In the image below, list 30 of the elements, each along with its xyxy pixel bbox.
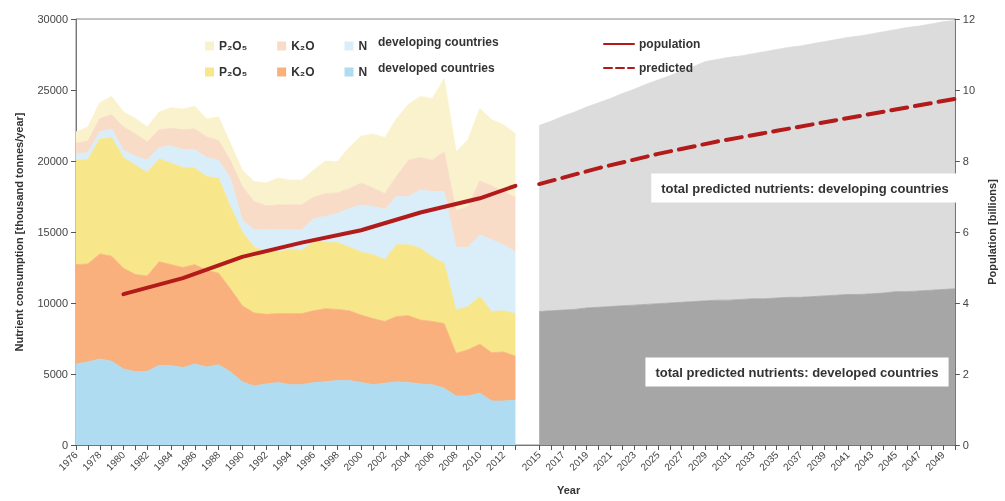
y-axis-title: Nutrient consumption [thousand tonnes/year]: [12, 112, 25, 352]
x-axis-title: Year: [557, 483, 581, 496]
y-tick-label: 10000: [37, 297, 68, 309]
annotation: total predicted nutrients: developed countries: [655, 364, 939, 380]
y2-tick-label: 0: [962, 439, 969, 451]
annotation: developing countries: [378, 35, 500, 49]
annotation: developed countries: [378, 61, 496, 75]
y2-tick-label: 12: [962, 13, 976, 25]
y2-axis-title: Population [billions]: [985, 178, 998, 285]
annotation: total predicted nutrients: developing countries: [661, 180, 949, 196]
y-tick-label: 20000: [37, 155, 68, 167]
legend-label: K₂O: [291, 39, 315, 53]
y-tick-label: 5000: [43, 368, 68, 380]
y2-tick-label: 2: [962, 368, 969, 380]
y2-tick-label: 6: [962, 226, 969, 238]
legend-label: N: [358, 39, 368, 53]
y-tick-label: 15000: [37, 226, 68, 238]
y2-tick-label: 8: [962, 155, 969, 167]
legend-label: P₂O₅: [219, 65, 248, 79]
y2-tick-label: 4: [962, 297, 969, 309]
y-tick-label: 25000: [37, 84, 68, 96]
legend-label: P₂O₅: [219, 39, 248, 53]
legend-label: N: [358, 65, 368, 79]
legend-label: K₂O: [291, 65, 315, 79]
legend-label: population: [639, 37, 701, 51]
legend-label: predicted: [639, 61, 694, 75]
line-series: [121, 183, 518, 297]
y-tick-label: 30000: [37, 13, 68, 25]
y2-tick-label: 10: [962, 84, 976, 96]
y-tick-label: 0: [61, 439, 68, 451]
